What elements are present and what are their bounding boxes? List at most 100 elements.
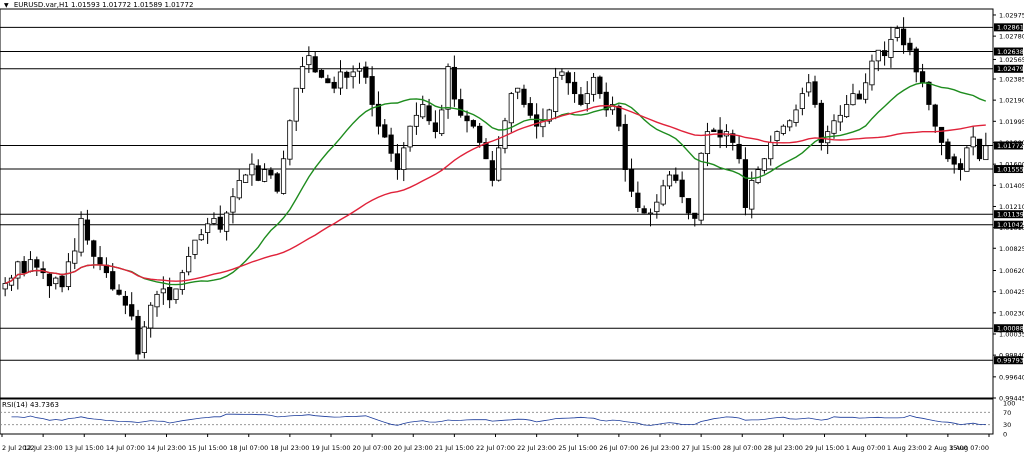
candle-body	[730, 133, 736, 143]
candle-body	[312, 56, 318, 73]
candle-body	[255, 165, 261, 181]
time-tick-label: 20 Jul 07:00	[353, 444, 392, 452]
candle-body	[685, 198, 692, 214]
candle-body	[451, 66, 457, 100]
candle-body	[635, 192, 641, 208]
candle-body	[483, 142, 489, 160]
rsi-title: RSI(14) 43.7363	[2, 401, 59, 409]
moving-averages	[4, 82, 987, 286]
candle-body	[552, 76, 559, 112]
candle-body	[186, 255, 192, 273]
candle-body	[755, 169, 761, 183]
candle-body	[369, 76, 375, 105]
price-tick-label: 1.00035	[999, 330, 1024, 338]
ma-fast-line	[4, 82, 987, 286]
price-tick-label: 1.02565	[999, 56, 1024, 64]
candle-body	[932, 104, 938, 127]
candle-body	[597, 76, 603, 95]
price-tick-label: 0.99840	[999, 352, 1024, 360]
candle-body	[521, 88, 527, 105]
price-tick-label: 1.02780	[999, 33, 1024, 41]
candle-body	[211, 218, 217, 224]
level-price-label: 1.01772	[997, 142, 1024, 150]
level-price-label: 1.02479	[997, 65, 1024, 73]
candle-body	[894, 28, 900, 38]
candle-body	[274, 173, 280, 192]
candle-body	[59, 275, 65, 288]
candle-body	[666, 174, 673, 187]
candle-body	[173, 288, 179, 300]
triangle-down-icon[interactable]: ▼	[4, 2, 9, 9]
level-price-label: 1.00088	[997, 325, 1024, 333]
candle-body	[135, 315, 141, 355]
candle-body	[787, 120, 793, 128]
candle-body	[154, 293, 160, 308]
candle-body	[72, 250, 78, 264]
candle-body	[831, 120, 837, 134]
candle-body	[761, 158, 768, 171]
candle-body	[268, 169, 274, 176]
time-tick-label: 19 Jul 15:00	[312, 444, 351, 452]
candle-body	[496, 147, 502, 181]
candle-body	[236, 180, 242, 199]
candle-body	[976, 138, 983, 160]
candle-body	[945, 141, 951, 160]
price-axis[interactable]: 1.02975 1.02780 1.02565 1.02385 1.02190 1.019…	[993, 11, 1024, 403]
candle-body	[15, 261, 21, 279]
price-tick-label: 1.01210	[999, 203, 1024, 211]
candle-body	[160, 288, 166, 294]
candle-body	[907, 42, 913, 51]
candle-body	[110, 271, 116, 290]
price-tick-label: 1.01405	[999, 182, 1024, 190]
price-tick-label: 1.02385	[999, 75, 1024, 83]
candle-body	[223, 212, 230, 232]
candle-body	[46, 273, 53, 287]
candle-body	[116, 289, 122, 295]
level-price-label: 1.01042	[997, 221, 1024, 229]
candle-body	[578, 94, 584, 105]
time-tick-label: 21 Jul 15:00	[435, 444, 474, 452]
level-price-tag	[994, 64, 1023, 73]
candle-body	[951, 156, 957, 165]
candle-body	[287, 120, 293, 160]
price-tick-label: 1.00620	[999, 267, 1024, 275]
candle-body	[325, 78, 331, 84]
candle-body	[2, 283, 8, 290]
candle-body	[413, 114, 420, 127]
candle-body	[540, 120, 546, 128]
price-tick-label: 1.00425	[999, 288, 1024, 296]
time-tick-label: 26 Jul 23:00	[641, 444, 680, 452]
candle-body	[141, 326, 147, 353]
candle-body	[217, 216, 223, 230]
candle-body	[230, 196, 236, 213]
horizontal-levels[interactable]: 1.02861 1.02638 1.02479 1.01772 1.01555 1.011…	[0, 23, 1024, 365]
candle-body	[641, 208, 647, 214]
time-tick-label: 28 Jul 23:00	[764, 444, 803, 452]
candle-body	[863, 82, 869, 100]
time-tick-label: 29 Jul 15:00	[805, 444, 844, 452]
candle-body	[938, 126, 945, 143]
candle-body	[489, 160, 495, 181]
candle-body	[679, 179, 685, 198]
candle-body	[844, 104, 850, 118]
level-price-tag	[994, 324, 1023, 333]
candle-body	[888, 38, 894, 58]
candle-body	[167, 286, 173, 301]
level-price-label: 1.01139	[997, 211, 1024, 219]
price-tick-label: 1.02190	[999, 97, 1024, 105]
time-tick-label: 1 Aug 23:00	[887, 444, 927, 452]
candle-body	[401, 147, 407, 170]
candle-body	[148, 304, 154, 329]
candle-body	[21, 261, 27, 274]
time-tick-label: 25 Jul 15:00	[558, 444, 597, 452]
chart-title: ▼ EURUSD.var,H1 1.01593 1.01772 1.01589 …	[4, 1, 193, 9]
price-pane-border	[0, 8, 994, 399]
candle-body	[881, 50, 888, 57]
candle-body	[692, 212, 698, 219]
level-price-label: 0.99793	[997, 357, 1024, 365]
symbol-label: EURUSD.var,H1	[13, 1, 69, 9]
time-tick-label: 22 Jul 23:00	[517, 444, 556, 452]
